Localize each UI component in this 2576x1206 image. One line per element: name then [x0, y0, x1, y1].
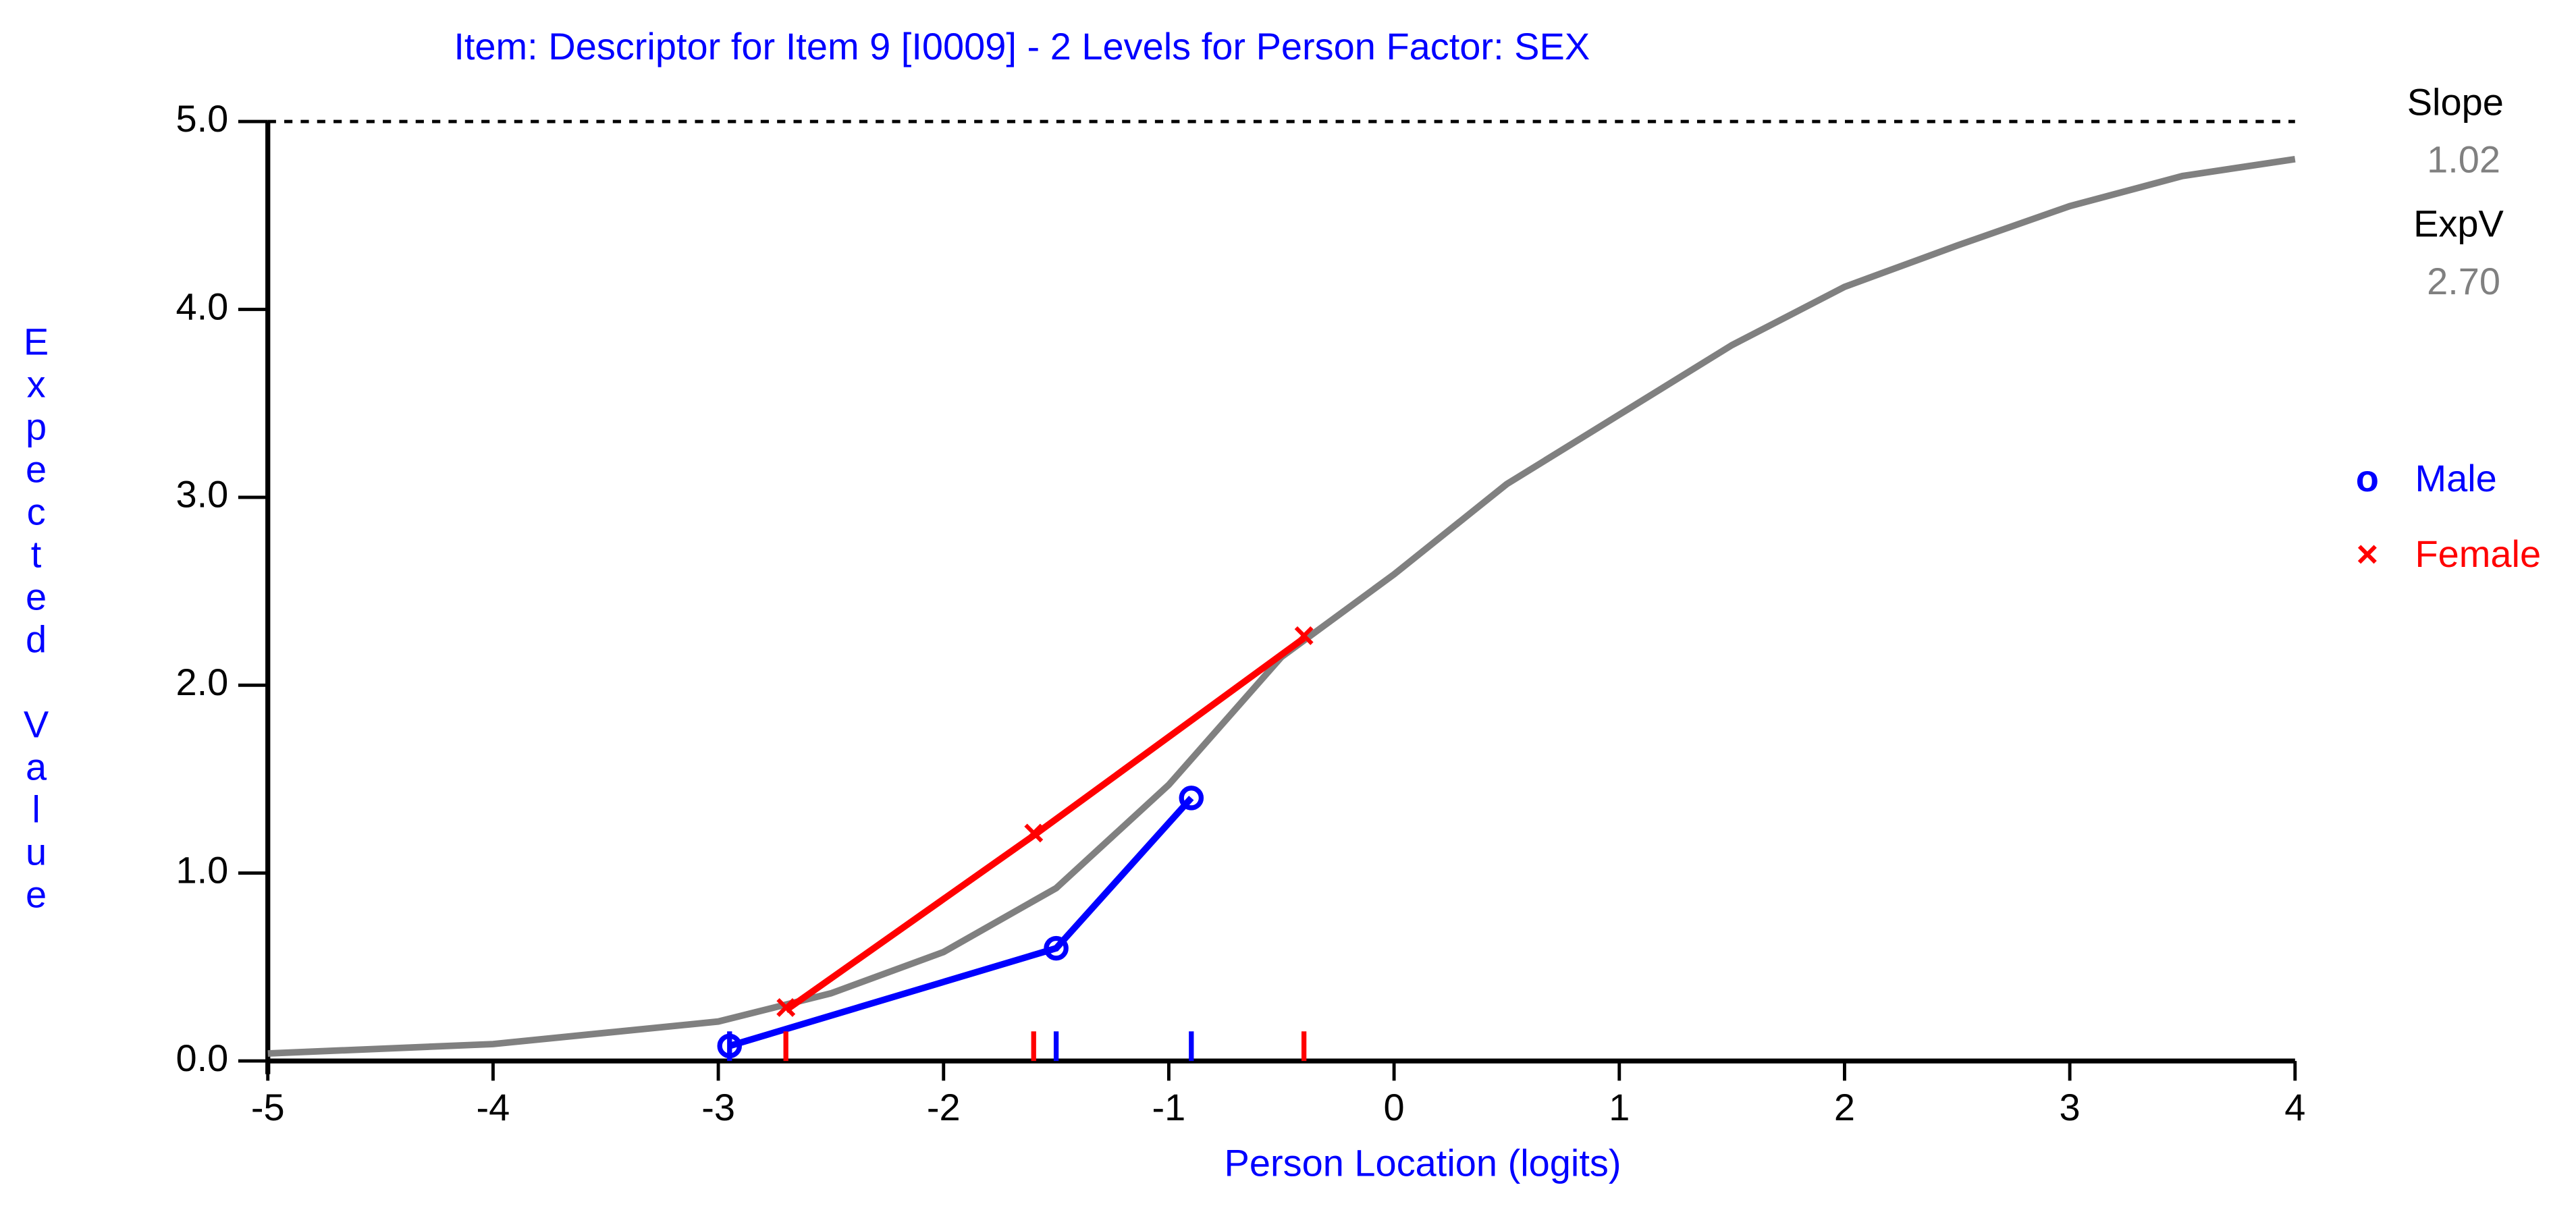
x-tick-label: 3 — [2060, 1086, 2081, 1128]
icc-curve — [267, 155, 2296, 1057]
y-tick-label: 1.0 — [176, 848, 229, 891]
stat-value: 1.02 — [2427, 138, 2500, 181]
legend-marker: × — [2357, 532, 2379, 575]
stat-label: ExpV — [2413, 202, 2504, 245]
x-tick-label: -3 — [701, 1086, 735, 1128]
point: × — [1023, 811, 1045, 854]
y-tick-label: 3.0 — [176, 473, 229, 516]
x-tick-label: -5 — [251, 1086, 285, 1128]
point — [1044, 935, 1069, 961]
y-tick-label: 2.0 — [176, 661, 229, 703]
y-tick-label: 0.0 — [176, 1037, 229, 1079]
x-axis-label: Person Location (logits) — [1225, 1142, 1621, 1184]
y-tick-label: 5.0 — [176, 97, 229, 140]
legend-label: Male — [2415, 457, 2496, 499]
x-tick-label: -4 — [477, 1086, 510, 1128]
x-tick-label: -2 — [927, 1086, 961, 1128]
y-axis-label: Expected Value — [15, 321, 57, 916]
chart-title: Item: Descriptor for Item 9 [I0009] - 2 … — [454, 25, 1590, 67]
y-tick-label: 4.0 — [176, 285, 229, 327]
stat-value: 2.70 — [2427, 260, 2500, 302]
stat-label: Slope — [2407, 81, 2504, 124]
series-line — [784, 635, 1306, 1013]
x-tick-label: 4 — [2284, 1086, 2305, 1128]
legend-label: Female — [2415, 532, 2541, 575]
series-line — [728, 796, 1194, 1049]
x-tick-label: 0 — [1384, 1086, 1405, 1128]
x-tick-label: 2 — [1834, 1086, 1855, 1128]
point: × — [775, 986, 797, 1029]
legend-marker: o — [2356, 457, 2379, 499]
x-tick-label: 1 — [1609, 1086, 1630, 1128]
point: × — [1293, 613, 1315, 656]
x-tick-label: -1 — [1152, 1086, 1186, 1128]
point — [1179, 786, 1204, 811]
